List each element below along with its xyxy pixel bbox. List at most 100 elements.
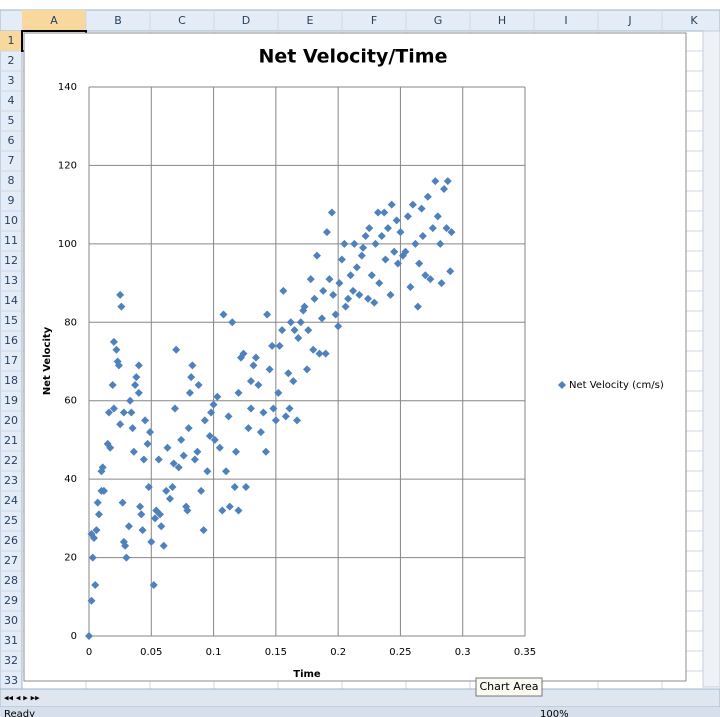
- data-point: [447, 228, 456, 237]
- row-header[interactable]: 3: [8, 74, 15, 87]
- data-point: [286, 318, 295, 327]
- data-point: [109, 404, 118, 413]
- data-point: [377, 232, 386, 241]
- row-header[interactable]: 33: [4, 674, 18, 687]
- data-point: [127, 408, 136, 417]
- data-point: [205, 432, 214, 441]
- row-header[interactable]: 28: [4, 574, 18, 587]
- row-header[interactable]: 29: [4, 594, 18, 607]
- data-point: [108, 381, 117, 390]
- data-point: [126, 396, 135, 405]
- row-header[interactable]: 13: [4, 274, 18, 287]
- data-point: [162, 486, 171, 495]
- data-point: [199, 526, 208, 535]
- row-header[interactable]: 11: [4, 234, 18, 247]
- row-header[interactable]: 15: [4, 314, 18, 327]
- data-point: [408, 200, 417, 209]
- data-point: [114, 361, 123, 370]
- row-header[interactable]: 19: [4, 394, 18, 407]
- data-point: [381, 255, 390, 264]
- data-point: [322, 228, 331, 237]
- data-point: [417, 204, 426, 213]
- data-point: [268, 341, 277, 350]
- column-header[interactable]: G: [434, 14, 443, 27]
- row-header[interactable]: 5: [8, 114, 15, 127]
- column-header[interactable]: B: [114, 14, 122, 27]
- row-header[interactable]: 2: [8, 54, 15, 67]
- vertical-scrollbar[interactable]: [702, 30, 720, 688]
- status-text: Ready: [4, 709, 35, 717]
- row-header[interactable]: 1: [8, 34, 15, 47]
- row-header[interactable]: 14: [4, 294, 18, 307]
- chart-area[interactable]: [23, 32, 687, 682]
- data-point: [219, 310, 228, 319]
- column-header[interactable]: E: [307, 14, 314, 27]
- row-header[interactable]: 17: [4, 354, 18, 367]
- data-point: [329, 290, 338, 299]
- data-point: [315, 349, 324, 358]
- row-header[interactable]: 24: [4, 494, 18, 507]
- data-point: [355, 290, 364, 299]
- data-point: [341, 302, 350, 311]
- row-header[interactable]: 16: [4, 334, 18, 347]
- y-tick-label: 40: [64, 474, 77, 485]
- column-header[interactable]: C: [178, 14, 186, 27]
- data-point: [106, 443, 115, 452]
- column-header[interactable]: I: [564, 14, 567, 27]
- data-point: [234, 506, 243, 515]
- data-point: [364, 294, 373, 303]
- row-header[interactable]: 12: [4, 254, 18, 267]
- row-header[interactable]: 6: [8, 134, 15, 147]
- row-header[interactable]: 31: [4, 634, 18, 647]
- x-tick-label: 0.3: [455, 647, 471, 658]
- legend-label: Net Velocity (cm/s): [569, 380, 664, 391]
- zoom-level: 100%: [540, 709, 569, 717]
- data-point: [346, 271, 355, 280]
- row-header[interactable]: 4: [8, 94, 15, 107]
- data-point: [290, 326, 299, 335]
- row-header[interactable]: 25: [4, 514, 18, 527]
- data-point: [187, 373, 196, 382]
- row-header[interactable]: 7: [8, 154, 15, 167]
- column-header[interactable]: H: [498, 14, 506, 27]
- data-point: [159, 541, 168, 550]
- data-point: [365, 224, 374, 233]
- row-header[interactable]: 20: [4, 414, 18, 427]
- row-header[interactable]: 10: [4, 214, 18, 227]
- data-point: [139, 455, 148, 464]
- row-header[interactable]: 30: [4, 614, 18, 627]
- row-header[interactable]: 21: [4, 434, 18, 447]
- data-point: [168, 482, 177, 491]
- data-point: [222, 467, 231, 476]
- row-header[interactable]: 32: [4, 654, 18, 667]
- data-point: [230, 482, 239, 491]
- data-point: [156, 510, 165, 519]
- column-header[interactable]: K: [690, 14, 698, 27]
- row-header[interactable]: 18: [4, 374, 18, 387]
- row-header[interactable]: 26: [4, 534, 18, 547]
- data-point: [207, 408, 216, 417]
- chart[interactable]: Net Velocity/Time Net Velocity Time 0 20 4…: [23, 32, 687, 682]
- data-point: [375, 279, 384, 288]
- data-point: [411, 239, 420, 248]
- row-header[interactable]: 8: [8, 174, 15, 187]
- data-point: [436, 239, 445, 248]
- row-header[interactable]: 23: [4, 474, 18, 487]
- column-header[interactable]: A: [50, 14, 58, 27]
- data-point: [134, 388, 143, 397]
- data-point: [387, 200, 396, 209]
- row-header[interactable]: 9: [8, 194, 15, 207]
- tab-nav[interactable]: ◂◂ ◂ ▸ ▸▸: [4, 694, 40, 704]
- row-header[interactable]: 22: [4, 454, 18, 467]
- column-header[interactable]: F: [371, 14, 377, 27]
- data-point: [340, 239, 349, 248]
- column-header[interactable]: D: [242, 14, 250, 27]
- data-point: [249, 361, 258, 370]
- data-point: [393, 259, 402, 268]
- data-point: [265, 365, 274, 374]
- column-header[interactable]: J: [627, 14, 631, 27]
- data-point: [281, 412, 290, 421]
- data-point: [241, 482, 250, 491]
- row-header[interactable]: 27: [4, 554, 18, 567]
- data-point: [325, 275, 334, 284]
